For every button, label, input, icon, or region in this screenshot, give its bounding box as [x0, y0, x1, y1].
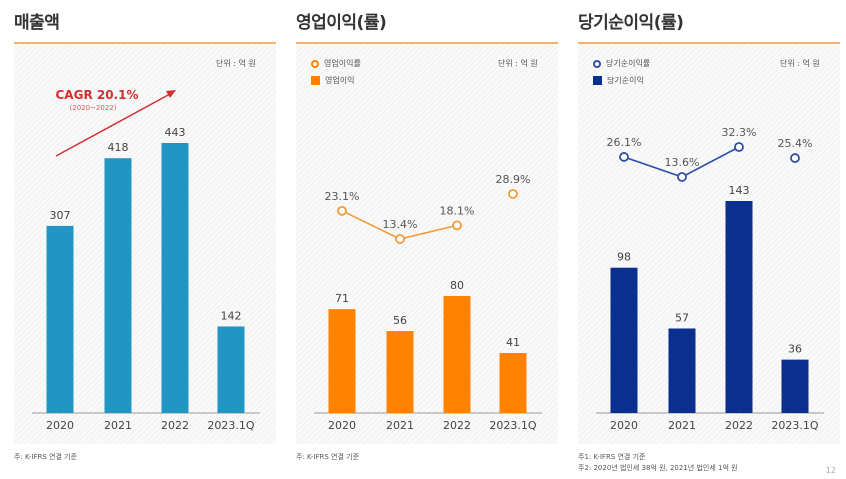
rate-marker [790, 153, 800, 163]
bar-value-label: 418 [108, 141, 129, 154]
unit-label: 단위 : 억 원 [216, 59, 256, 68]
circle-marker-icon [593, 59, 601, 68]
square-marker-icon [593, 76, 602, 85]
circle-marker-icon [311, 59, 319, 68]
bar [499, 353, 527, 413]
bar-value-label: 41 [506, 336, 520, 349]
legend-label: 당기순이익 [607, 76, 644, 85]
bar-value-label: 56 [393, 314, 407, 327]
revenue-chart: 307 2020 418 2021 443 2022 142 2023.1Q CAGR 20.1… [32, 88, 260, 432]
bar [46, 225, 74, 413]
bar [328, 309, 356, 413]
legend-item-income: 당기순이익 [593, 75, 644, 86]
bar-value-label: 57 [675, 311, 689, 324]
bar-value-label: 142 [221, 309, 242, 322]
x-tick-label: 2023.1Q [489, 419, 536, 432]
rate-value-label: 13.4% [383, 218, 418, 231]
arrow-head-icon [166, 90, 176, 98]
x-tick-label: 2022 [725, 419, 753, 432]
bar [443, 296, 471, 413]
rate-marker [395, 234, 405, 244]
unit-label: 단위 : 억 원 [780, 59, 820, 68]
bar-value-label: 80 [450, 279, 464, 292]
x-tick-label: 2021 [104, 419, 132, 432]
rate-value-label: 23.1% [325, 190, 360, 203]
bar-value-label: 443 [165, 126, 186, 139]
chart-area [578, 42, 840, 444]
square-marker-icon [311, 76, 320, 85]
bar [725, 201, 753, 413]
rate-marker [508, 189, 518, 199]
x-tick-label: 2020 [328, 419, 356, 432]
rate-marker [677, 172, 687, 182]
bar-value-label: 98 [617, 251, 631, 264]
x-tick-label: 2021 [668, 419, 696, 432]
bar [610, 267, 638, 413]
panel-title: 영업이익(률) [296, 13, 387, 33]
legend-item-profit: 영업이익 [311, 75, 354, 86]
footnote-line: 주: K-IFRS 연결 기준 [14, 453, 78, 461]
cagr-label: CAGR 20.1% [56, 88, 139, 102]
x-tick-label: 2020 [610, 419, 638, 432]
legend-label: 당기순이익률 [606, 59, 651, 68]
footnote-line: 주2: 2020년 법인세 38억 원, 2021년 법인세 1억 원 [578, 464, 738, 472]
bar [161, 143, 189, 413]
legend-item-rate: 영업이익률 [311, 58, 361, 69]
legend-label: 영업이익 [325, 76, 355, 85]
rate-marker [619, 152, 629, 162]
rate-value-label: 25.4% [778, 137, 813, 150]
legend-label: 영업이익률 [324, 59, 361, 68]
unit-label: 단위 : 억 원 [498, 59, 538, 68]
rate-value-label: 13.6% [665, 156, 700, 169]
footnote: 주: K-IFRS 연결 기준 [14, 452, 77, 463]
footnote: 주1: K-IFRS 연결 기준 주2: 2020년 법인세 38억 원, 20… [578, 452, 738, 474]
bar-value-label: 36 [788, 343, 802, 356]
bar-value-label: 143 [729, 184, 750, 197]
bar [668, 328, 696, 413]
cagr-period-label: (2020~2022) [70, 104, 117, 112]
bar [217, 326, 245, 413]
footnote-line: 주1: K-IFRS 연결 기준 [578, 453, 646, 461]
net-income-chart: 98 2020 57 2021 143 2022 36 2023.1Q 26.1% 13.6% 32… [596, 126, 824, 432]
footnote: 주: K-IFRS 연결 기준 [296, 452, 359, 463]
rate-marker [452, 220, 462, 231]
operating-profit-chart: 71 2020 56 2021 80 2022 41 2023.1Q 23.1% 13.4% 18.… [314, 173, 542, 432]
x-tick-label: 2022 [161, 419, 189, 432]
x-tick-label: 2021 [386, 419, 414, 432]
x-tick-label: 2023.1Q [771, 419, 818, 432]
footnote-line: 주: K-IFRS 연결 기준 [296, 453, 360, 461]
rate-value-label: 26.1% [607, 136, 642, 149]
x-tick-label: 2020 [46, 419, 74, 432]
bar-value-label: 307 [50, 209, 71, 222]
x-tick-label: 2023.1Q [207, 419, 254, 432]
bar [386, 331, 414, 413]
cagr-arrow-line [55, 93, 171, 157]
rate-marker [734, 142, 744, 152]
bar-value-label: 71 [335, 292, 349, 305]
bar [104, 158, 132, 413]
bar [781, 359, 809, 413]
rate-value-label: 18.1% [440, 204, 475, 217]
rate-value-label: 28.9% [496, 173, 531, 186]
panel-title: 당기순이익(률) [578, 13, 684, 33]
panel-title: 매출액 [14, 13, 60, 33]
rate-marker [337, 205, 347, 216]
x-tick-label: 2022 [443, 419, 471, 432]
page-number: 12 [825, 466, 836, 475]
rate-value-label: 32.3% [722, 126, 757, 139]
legend-item-rate: 당기순이익률 [593, 58, 650, 69]
